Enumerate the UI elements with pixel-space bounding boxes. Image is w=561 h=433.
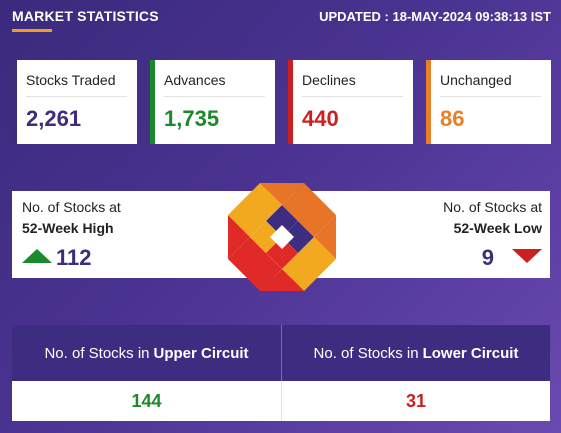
arrow-down-icon	[512, 249, 542, 263]
circuit-panel: No. of Stocks in Upper Circuit No. of St…	[12, 325, 550, 421]
lower-circuit-header: No. of Stocks in Lower Circuit	[281, 325, 550, 381]
card-accent	[12, 60, 17, 144]
week52-high-title: 52-Week High	[22, 220, 114, 236]
stat-card-declines[interactable]: Declines 440	[288, 60, 413, 144]
stat-card-advances[interactable]: Advances 1,735	[150, 60, 275, 144]
stat-card-stocks-traded[interactable]: Stocks Traded 2,261	[12, 60, 137, 144]
nse-logo-icon	[228, 183, 336, 291]
stat-value: 2,261	[26, 106, 82, 131]
week52-high-value[interactable]: 112	[56, 245, 92, 270]
stat-value: 1,735	[164, 106, 220, 131]
divider	[440, 96, 541, 97]
card-accent	[150, 60, 155, 144]
upper-circuit-value[interactable]: 144	[12, 381, 281, 421]
stat-value: 86	[440, 106, 465, 131]
week52-panel: No. of Stocks at 52-Week High 112 No. of…	[12, 183, 550, 291]
divider	[302, 96, 403, 97]
stat-value: 440	[302, 106, 339, 131]
week52-low-title: 52-Week Low	[453, 220, 542, 236]
stat-card-unchanged[interactable]: Unchanged 86	[426, 60, 551, 144]
divider	[164, 96, 265, 97]
lower-circuit-title: Lower Circuit	[422, 344, 519, 362]
arrow-up-icon	[22, 249, 52, 263]
stat-label: Stocks Traded	[26, 72, 116, 88]
stat-label: Advances	[164, 72, 226, 88]
header-underline	[12, 29, 52, 32]
lower-circuit-prefix: No. of Stocks in	[313, 344, 419, 362]
lower-circuit-value[interactable]: 31	[281, 381, 550, 421]
stat-label: Unchanged	[440, 72, 512, 88]
upper-circuit-title: Upper Circuit	[153, 344, 249, 362]
updated-timestamp: UPDATED : 18-MAY-2024 09:38:13 IST	[319, 9, 551, 24]
week52-high-label: No. of Stocks at	[22, 199, 121, 215]
upper-circuit-header: No. of Stocks in Upper Circuit	[12, 325, 281, 381]
stat-label: Declines	[302, 72, 356, 88]
header-title: MARKET STATISTICS	[12, 8, 159, 24]
week52-low-label: No. of Stocks at	[443, 199, 542, 215]
card-accent	[288, 60, 293, 144]
divider	[26, 96, 127, 97]
card-accent	[426, 60, 431, 144]
upper-circuit-prefix: No. of Stocks in	[44, 344, 150, 362]
week52-low-value[interactable]: 9	[481, 245, 494, 270]
